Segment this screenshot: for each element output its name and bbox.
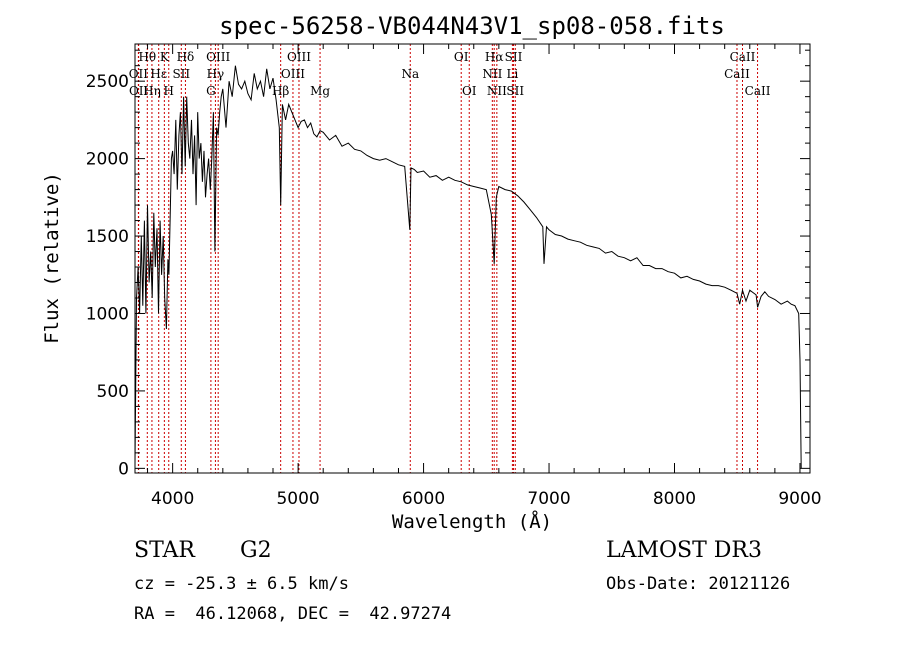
spectral-line-label: K [160,50,170,64]
spectral-line-label: Mg [310,84,330,98]
line-markers [137,44,759,473]
spectral-line-label: OI [454,50,469,64]
x-tick-label: 5000 [276,489,319,509]
x-axis-label: Wavelength (Å) [392,510,552,533]
x-tick-label: 7000 [527,489,570,509]
spectral-line-label: H [164,84,174,98]
x-tick-label: 6000 [402,489,445,509]
coordinates-text: RA = 46.12068, DEC = 42.97274 [134,604,452,624]
spectral-line-label: Hγ [207,67,225,81]
survey-name: LAMOST DR3 [606,538,762,563]
spectral-line-label: Hα [485,50,504,64]
obs-date-text: Obs-Date: 20121126 [606,574,791,594]
spectral-line-label: OIII [281,67,305,81]
spectral-line-label: Na [401,67,419,81]
object-subclass: G2 [240,538,272,563]
chart-title: spec-56258-VB044N43V1_sp08-058.fits [219,12,725,40]
y-tick-label: 1500 [86,227,129,247]
y-tick-label: 1000 [86,304,129,324]
spectrum-series-line [134,65,802,469]
spectral-line-label: Hθ [138,50,156,64]
y-tick-label: 2500 [86,72,129,92]
object-class: STAR [134,538,195,563]
spectral-line-label: SII [506,84,524,98]
redshift-text: cz = -25.3 ± 6.5 km/s [134,574,349,594]
spectral-line-label: Hδ [177,50,195,64]
x-tick-label: 4000 [151,489,194,509]
y-tick-label: 2000 [86,150,129,170]
x-tick-label: 8000 [653,489,696,509]
x-tick-label: 9000 [778,489,821,509]
spectral-line-label: Hβ [272,84,289,98]
x-axis: 4000 5000 6000 7000 8000 9000 [147,44,822,509]
spectral-line-label: SII [172,67,190,81]
spectral-line-label: NII [482,67,502,81]
spectral-line-label: Hε [150,67,167,81]
spectral-line-label: OIII [206,50,230,64]
spectral-line-label: OI [462,84,477,98]
spectral-line-label: OIII [287,50,311,64]
y-tick-label: 0 [118,459,129,479]
spectral-line-label: CaII [724,67,750,81]
spectral-line-label: NII [487,84,507,98]
y-axis: 0 500 1000 1500 2000 2500 [86,49,810,479]
spectral-line-label: SII [505,50,523,64]
y-axis-label: Flux (relative) [41,172,63,344]
spectral-line-label: OII [129,67,149,81]
plot-frame [134,43,811,474]
y-tick-label: 500 [97,382,129,402]
spectral-line-label: OII [129,84,149,98]
spectral-line-label: CaII [730,50,756,64]
spectral-line-label: G [206,84,216,98]
spectral-line-label: Hη [143,84,161,98]
spectral-line-label: Li [506,67,518,81]
spectral-line-label: CaII [745,84,771,98]
